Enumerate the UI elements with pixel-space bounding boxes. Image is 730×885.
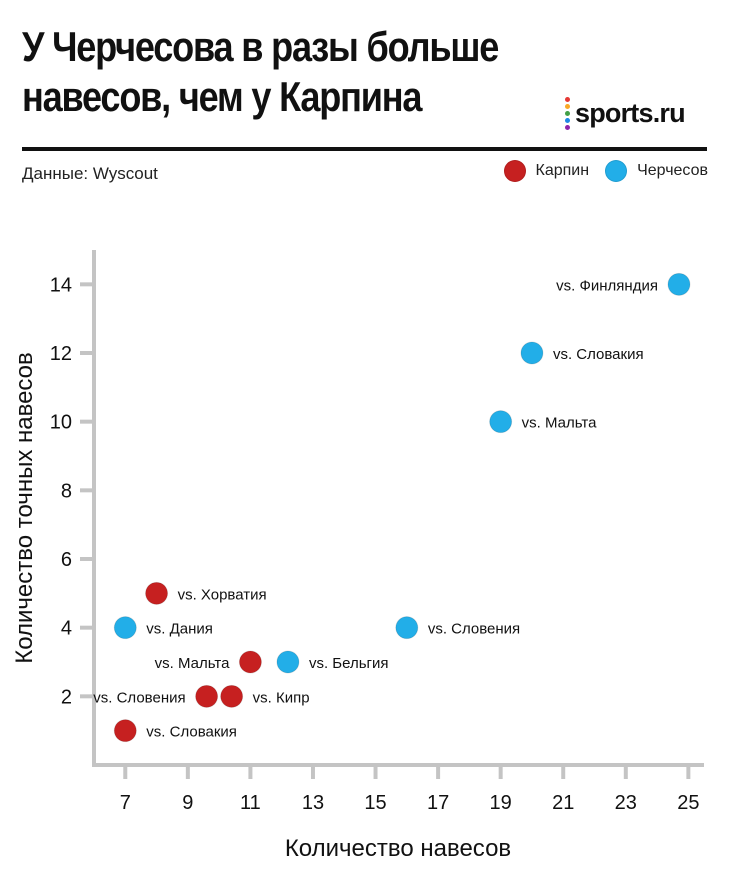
y-tick-label: 2 [61, 686, 72, 708]
data-point [276, 650, 300, 674]
legend-marker-cherchesov [605, 160, 628, 182]
logo-dot [565, 117, 570, 123]
x-tick-label: 25 [677, 792, 699, 814]
data-point [113, 719, 137, 743]
x-tick-label: 9 [182, 792, 193, 814]
legend-marker-karpin [503, 160, 526, 182]
data-point-label: vs. Словения [93, 689, 185, 706]
data-point [238, 650, 262, 674]
x-tick-label: 13 [302, 792, 324, 814]
y-tick-label: 6 [61, 549, 72, 571]
x-tick-label: 7 [120, 792, 131, 814]
y-axis-title: Количество точных навесов [11, 352, 38, 664]
chart-title-line-1: У Черчесова в разы больше [22, 23, 499, 70]
data-point [667, 272, 691, 296]
x-tick-label: 21 [552, 792, 574, 814]
header-divider [22, 147, 707, 151]
legend-label-karpin: Карпин [535, 162, 590, 179]
data-point-label: vs. Мальта [522, 415, 597, 432]
x-tick-label: 23 [615, 792, 637, 814]
x-axis-title: Количество навесов [285, 835, 511, 862]
data-point [395, 616, 419, 640]
logo-dot [565, 96, 570, 102]
chart-title-line-2: навесов, чем у Карпина [22, 73, 422, 120]
x-tick-label: 19 [490, 792, 512, 814]
data-point [520, 341, 544, 365]
x-tick-label: 11 [240, 792, 261, 814]
data-point-label: vs. Финляндия [556, 277, 658, 294]
data-point-label: vs. Дания [146, 621, 213, 638]
data-point-label: vs. Бельгия [309, 655, 389, 672]
y-tick-label: 12 [50, 343, 72, 365]
data-point-label: vs. Словакия [146, 724, 237, 741]
data-source: Данные: Wyscout [22, 164, 158, 183]
logo-dots-icon [565, 96, 570, 130]
data-point-label: vs. Кипр [253, 689, 310, 706]
legend-item-karpin: Карпин [503, 160, 590, 182]
sports-ru-logo: sports.ru [565, 96, 686, 130]
y-tick-label: 10 [50, 412, 72, 434]
logo-dot [565, 103, 570, 109]
data-point-label: vs. Хорватия [178, 586, 267, 603]
logo-dot [565, 110, 570, 116]
y-tick-label: 8 [61, 480, 72, 502]
data-point [113, 616, 137, 640]
data-point [145, 581, 169, 605]
data-point [195, 684, 219, 708]
legend-label-cherchesov: Черчесов [637, 162, 708, 179]
y-tick-label: 4 [61, 618, 72, 640]
data-point-label: vs. Словения [428, 621, 520, 638]
logo-dot [565, 124, 570, 130]
x-tick-label: 15 [364, 792, 386, 814]
y-tick-label: 14 [50, 274, 72, 296]
x-tick-label: 17 [427, 792, 449, 814]
data-point [489, 410, 513, 434]
data-point-label: vs. Словакия [553, 346, 644, 363]
chart-title: У Черчесова в разы больше навесов, чем у… [22, 22, 538, 122]
data-point [220, 684, 244, 708]
logo-text: sports.ru [575, 97, 686, 128]
data-point-label: vs. Мальта [155, 655, 230, 672]
legend: Карпин Черчесов [488, 160, 708, 182]
legend-item-cherchesov: Черчесов [605, 160, 708, 182]
